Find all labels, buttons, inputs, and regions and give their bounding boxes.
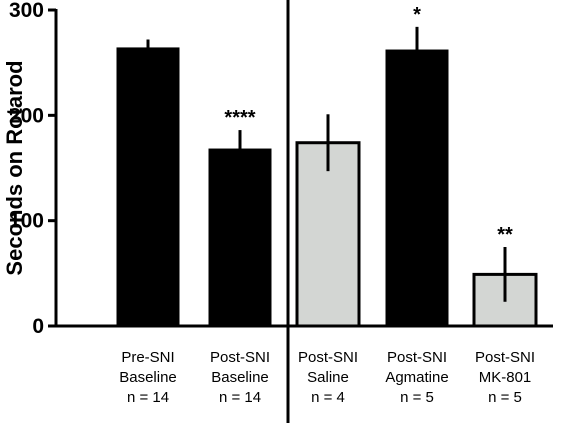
category-label-line: Baseline [211,369,269,386]
category-label: Post-SNI MK-801 n = 5 [475,349,535,406]
category-label-line: Post-SNI [475,349,535,366]
category-label-line: Saline [307,369,349,386]
category-label-line: n = 14 [219,389,261,406]
category-label-line: n = 5 [400,389,434,406]
y-tick-label: 200 [9,104,44,127]
category-label-line: Post-SNI [387,349,447,366]
category-label-line: Post-SNI [210,349,270,366]
y-axis-title: Seconds on Rotarod [2,60,27,275]
category-labels: Pre-SNI Baseline n = 14 Post-SNI Baseline n =… [119,349,535,406]
category-label-line: n = 14 [127,389,169,406]
bar [385,49,449,327]
category-label-line: n = 5 [488,389,522,406]
bar [208,148,272,327]
bar [295,141,361,328]
y-tick-label: 300 [9,0,44,22]
significance-label: **** [224,107,255,129]
significance-label: * [413,4,421,26]
category-label-line: Pre-SNI [121,349,174,366]
category-label-line: Baseline [119,369,177,386]
bars: ******* [116,0,538,423]
category-label-line: Post-SNI [298,349,358,366]
bar [116,47,180,327]
y-tick-label: 100 [9,210,44,233]
category-label-line: n = 4 [311,389,345,406]
category-label: Pre-SNI Baseline n = 14 [119,349,177,406]
category-label: Post-SNI Agmatine n = 5 [385,349,448,406]
y-tick-label: 0 [32,315,44,338]
significance-label: ** [497,224,513,246]
category-label: Post-SNI Saline n = 4 [298,349,358,406]
category-label-line: MK-801 [479,369,532,386]
category-label-line: Agmatine [385,369,448,386]
category-label: Post-SNI Baseline n = 14 [210,349,270,406]
y-axis: 0 100 200 300 [9,0,553,338]
